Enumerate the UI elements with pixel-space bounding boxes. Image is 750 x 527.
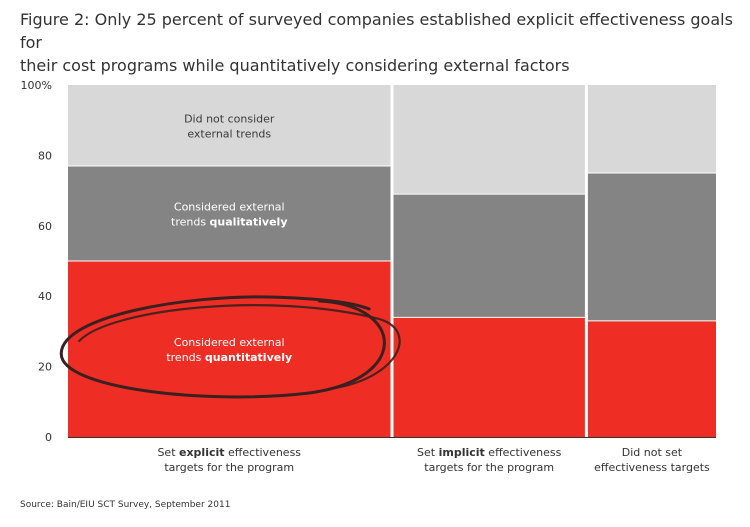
category-label-emphasis: implicit: [439, 446, 485, 459]
category-label-text: Did not set: [622, 446, 683, 459]
category-label-text: Set: [157, 446, 179, 459]
chart-title-line-2: their cost programs while quantitatively…: [20, 56, 570, 75]
segment-label-qualitative-line-1: Considered external: [174, 200, 285, 213]
segment-label-not_considered-line-2: external trends: [187, 127, 271, 140]
y-tick-label: 80: [38, 149, 52, 162]
bar-segment-implicit-quantitative: [393, 317, 585, 437]
bar-segment-none-qualitative: [587, 173, 716, 321]
segment-label-not_considered-line-1: Did not consider: [184, 112, 275, 125]
y-tick-label: 60: [38, 220, 52, 233]
segment-label-emphasis: quantitatively: [205, 351, 292, 364]
chart-title: Figure 2: Only 25 percent of surveyed co…: [20, 8, 740, 77]
mekko-chart: 0 20 40 60 80 100% Considered external trends q…: [21, 79, 716, 474]
segment-label-quantitative-line-1: Considered external: [174, 336, 285, 349]
bar-segment-none-quantitative: [587, 320, 716, 437]
bar-segment-explicit-qualitative: [68, 165, 391, 261]
bar-segments: [68, 85, 716, 437]
x-category-label-none-line-2: effectiveness targets: [594, 461, 710, 474]
segment-label-text: trends: [171, 215, 210, 228]
bar-segment-explicit-not_considered: [68, 85, 391, 166]
y-tick-label: 0: [45, 431, 52, 444]
annotation-circle-stroke: [78, 304, 401, 391]
chart-title-line-1: Figure 2: Only 25 percent of surveyed co…: [20, 10, 733, 52]
x-category-label-implicit-line-1: Set implicit effectiveness: [417, 446, 562, 459]
source-note: Source: Bain/EIU SCT Survey, September 2…: [20, 500, 231, 510]
bar-segment-implicit-qualitative: [393, 194, 585, 318]
category-label-emphasis: explicit: [179, 446, 225, 459]
segment-label-text: external trends: [187, 127, 271, 140]
x-category-label-none-line-1: Did not set: [622, 446, 683, 459]
x-category-label-implicit-line-2: targets for the program: [424, 461, 554, 474]
y-tick-label: 100%: [21, 79, 52, 92]
category-label-text: effectiveness: [485, 446, 562, 459]
y-tick-label: 40: [38, 290, 52, 303]
segment-label-qualitative-line-2: trends qualitatively: [171, 215, 288, 228]
bar-segment-implicit-not_considered: [393, 85, 585, 195]
segment-label-emphasis: qualitatively: [210, 215, 288, 228]
category-label-text: Set: [417, 446, 439, 459]
bar-segment-none-not_considered: [587, 85, 716, 173]
x-category-label-explicit-line-1: Set explicit effectiveness: [157, 446, 301, 459]
bar-segment-explicit-quantitative: [68, 261, 391, 437]
annotation-circle: [59, 295, 386, 399]
x-category-label-explicit-line-2: targets for the program: [164, 461, 294, 474]
segment-label-text: trends: [166, 351, 205, 364]
segment-label-quantitative-line-2: trends quantitatively: [166, 351, 292, 364]
category-label-text: effectiveness: [225, 446, 302, 459]
y-tick-label: 20: [38, 361, 52, 374]
